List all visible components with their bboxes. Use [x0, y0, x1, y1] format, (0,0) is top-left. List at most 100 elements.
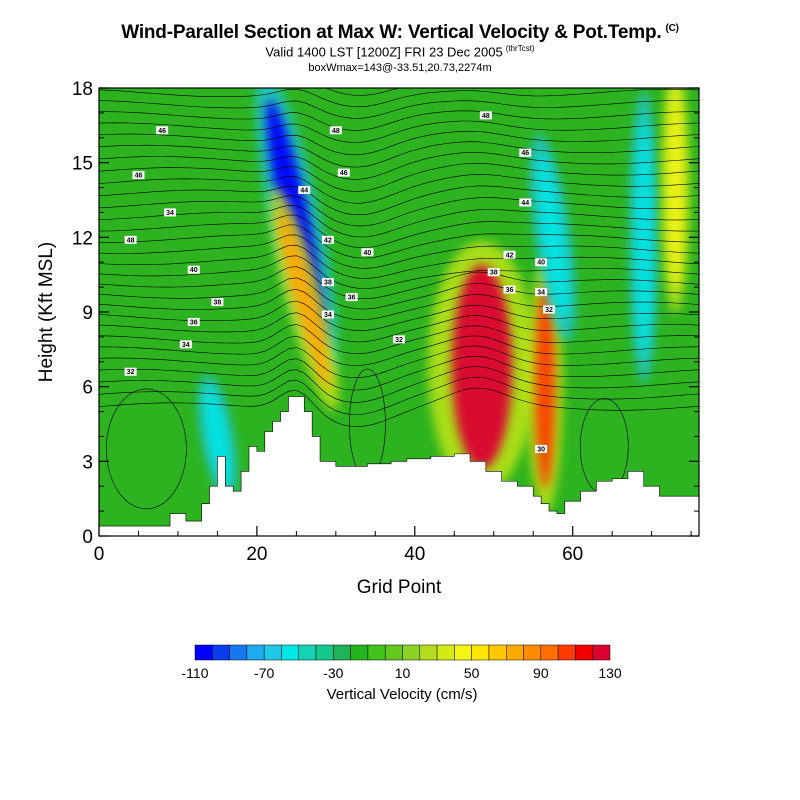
isentrope-label-box	[156, 126, 169, 135]
x-axis: 0 20 40 60	[94, 526, 692, 565]
colorbar-swatch	[488, 644, 507, 661]
isentrope-label-box	[321, 278, 334, 287]
colorbar-tick-label: -110	[182, 665, 209, 681]
isentrope-line	[99, 110, 699, 131]
isentrope-label: 48	[127, 237, 135, 244]
isentrope-label: 32	[545, 307, 553, 314]
isentrope-label-box	[503, 250, 516, 259]
colorbar-swatch	[281, 644, 300, 661]
isentrope-label: 46	[158, 128, 166, 135]
isentrope-label: 46	[340, 170, 348, 177]
isentrope-label-box	[298, 186, 311, 195]
isentrope-line	[99, 255, 699, 289]
isentrope-line	[99, 324, 699, 354]
isentrope-line	[99, 288, 699, 321]
isentrope-label-box	[164, 208, 177, 217]
isentrope-label-box	[124, 235, 137, 244]
isentrope-label-box	[187, 317, 200, 326]
colorbar-swatch	[575, 644, 593, 661]
colorbar-swatch	[557, 644, 576, 661]
isentrope-label-box	[535, 258, 548, 267]
colorbar-swatch	[454, 644, 472, 661]
isentrope-line	[99, 185, 699, 216]
isentrope-label-box	[337, 168, 350, 177]
isentrope-label-box	[535, 288, 548, 297]
isentrope-line	[99, 141, 699, 168]
isentrope-line	[99, 387, 699, 427]
isentrope-label-box	[187, 265, 200, 274]
x-tick-label: 40	[404, 544, 425, 565]
isentrope-label-box	[519, 148, 532, 157]
y-tick-label: 0	[82, 527, 93, 548]
colorbar-tick-label: 130	[598, 665, 622, 681]
colorbar-tick-label: 90	[533, 665, 549, 681]
isentrope-label-box	[124, 367, 137, 376]
isentrope-label: 36	[190, 319, 198, 326]
isentrope-label: 34	[182, 342, 190, 349]
isentrope-label: 46	[135, 173, 143, 180]
isentrope-label: 48	[482, 113, 490, 120]
isentrope-label-box	[535, 444, 548, 453]
isentrope-label-box	[393, 335, 405, 344]
isentrope-line	[99, 100, 699, 119]
y-axis-label: Height (Kft MSL)	[36, 242, 57, 382]
colorbar-swatch	[419, 644, 438, 661]
isentrope-label: 36	[506, 287, 514, 294]
isentrope-label: 30	[537, 446, 545, 453]
colorbar-swatch	[315, 644, 334, 661]
colorbar-swatch	[592, 644, 611, 661]
isentrope-line	[99, 244, 699, 279]
plot-area: 46 46 34 48 40 38 36 34 32 48 44 46 42 40 38 36 34 32 48 46…	[98, 87, 700, 537]
y-tick-label: 15	[72, 154, 93, 175]
isentrope-label: 44	[300, 188, 308, 195]
colorbar-swatch	[384, 644, 403, 661]
colorbar-swatch	[229, 644, 248, 661]
isentrope-label-box	[321, 235, 334, 244]
isentrope-label: 46	[521, 150, 529, 157]
isentrope-label-box	[321, 310, 334, 319]
isentrope-line	[99, 120, 699, 143]
isentrope-label-box	[519, 198, 532, 207]
colorbar-swatch	[333, 644, 351, 661]
isentrope-line	[99, 130, 699, 156]
colorbar-label: Vertical Velocity (cm/s)	[327, 686, 478, 703]
velocity-core	[635, 118, 652, 357]
isentrope-label: 40	[364, 250, 372, 257]
x-tick-label: 60	[562, 544, 583, 565]
isentrope-label-box	[211, 298, 224, 307]
colorbar-swatch	[194, 644, 213, 661]
isentrope-line	[99, 88, 699, 108]
chart-subtitle-tag: (thrTcst)	[505, 44, 535, 53]
isentrope-label: 34	[537, 290, 545, 297]
colorbar-swatch	[246, 644, 265, 661]
x-tick-label: 0	[94, 544, 105, 565]
chart-subtitle: Valid 1400 LST [1200Z] FRI 23 Dec 2005 (t…	[0, 44, 800, 59]
isentrope-line	[99, 355, 699, 391]
isentrope-line	[99, 234, 699, 269]
isentrope-line	[99, 195, 699, 227]
isentrope-label-box	[487, 268, 500, 277]
isentrope-line	[99, 152, 699, 180]
isentrope-label: 32	[395, 337, 403, 344]
isentrope-label: 48	[332, 128, 340, 135]
isentrope-label: 40	[537, 260, 545, 267]
chart-title-tag: (C)	[665, 22, 679, 34]
velocity-core	[278, 209, 331, 390]
isentrope-line	[99, 224, 699, 259]
isentrope-label: 40	[190, 267, 198, 274]
isentrope-label: 34	[324, 312, 332, 319]
isentrope-label-box	[361, 248, 374, 257]
isentrope-label: 38	[214, 300, 222, 307]
colorbar-swatch	[212, 644, 230, 661]
isentrope-line	[99, 214, 699, 249]
colorbar-swatch	[506, 644, 524, 661]
isentrope-line	[99, 366, 699, 403]
colorbar-swatch	[523, 644, 542, 661]
colorbar-swatch	[540, 644, 559, 661]
isentrope-label: 42	[324, 237, 332, 244]
y-tick-label: 18	[72, 79, 93, 100]
isentrope-label: 38	[324, 280, 332, 287]
colorbar-swatch	[436, 644, 455, 661]
colorbar-swatch	[263, 644, 282, 661]
